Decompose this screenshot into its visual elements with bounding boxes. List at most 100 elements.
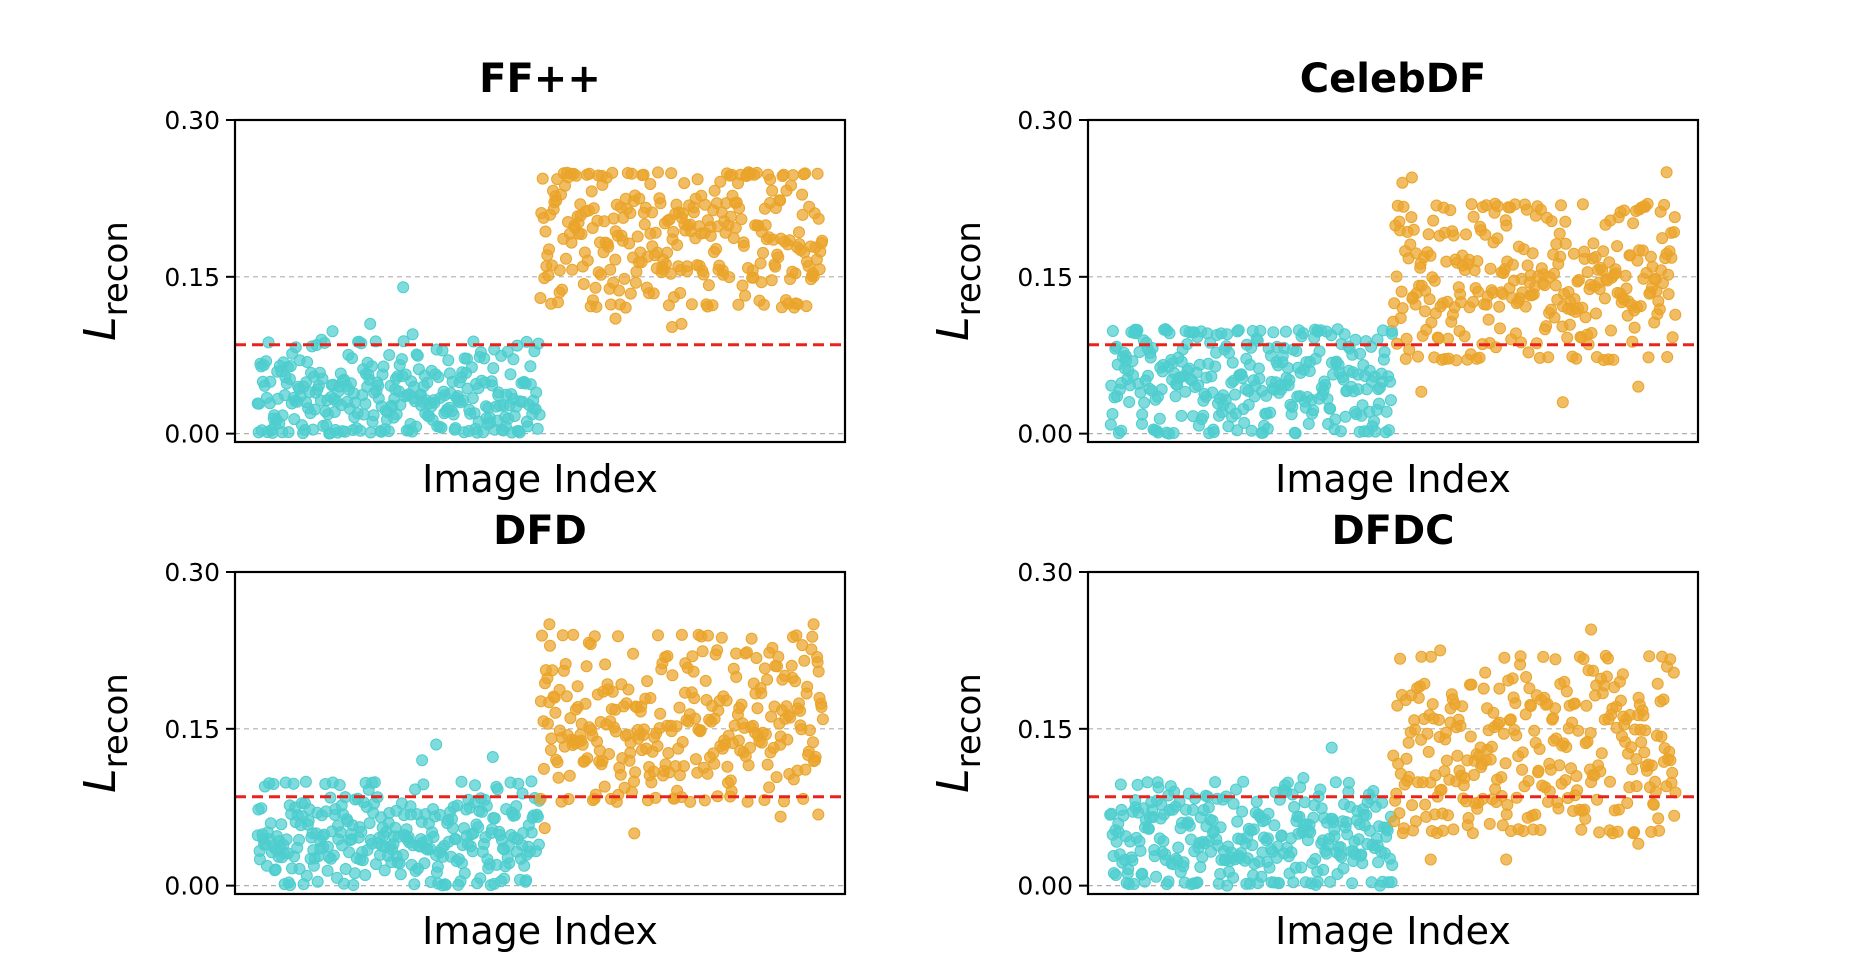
data-point [627, 647, 640, 660]
data-point [623, 237, 636, 250]
data-point [1141, 776, 1154, 789]
data-point [525, 775, 538, 788]
data-point [1126, 854, 1139, 867]
data-point [1439, 726, 1452, 739]
data-point [732, 298, 745, 311]
data-point [1547, 712, 1559, 725]
data-point [478, 352, 491, 365]
data-point [1645, 759, 1658, 772]
data-point [1440, 754, 1453, 767]
data-point [1384, 394, 1397, 407]
data-point [676, 736, 689, 748]
data-point [307, 423, 319, 436]
data-point [1554, 250, 1567, 263]
data-point [524, 378, 537, 391]
data-point [1479, 666, 1492, 679]
data-point [699, 674, 712, 687]
y-tick-label: 0.15 [164, 715, 220, 744]
data-point [588, 630, 601, 643]
data-point [1106, 408, 1119, 420]
data-point [1509, 327, 1522, 340]
data-point [638, 218, 651, 231]
data-point [624, 207, 637, 219]
data-point [736, 279, 749, 292]
data-point [466, 392, 479, 405]
data-point [534, 792, 547, 805]
data-point [702, 629, 714, 642]
data-point [631, 230, 644, 243]
data-point [1620, 282, 1633, 295]
data-point [431, 860, 444, 873]
data-point [1268, 819, 1281, 832]
y-axis-label: Lrecon [928, 673, 989, 793]
data-point [1456, 700, 1469, 713]
data-point [1604, 775, 1616, 788]
data-point [1409, 723, 1421, 736]
data-point [1626, 763, 1639, 776]
data-point [1304, 826, 1317, 839]
data-point [618, 272, 631, 285]
data-point [781, 733, 794, 746]
data-point [1467, 295, 1480, 308]
data-point [702, 279, 715, 292]
data-point [1484, 262, 1497, 275]
data-point [661, 246, 674, 259]
data-point [755, 276, 768, 289]
data-point [498, 872, 511, 885]
data-point [1229, 388, 1241, 401]
data-point [613, 284, 625, 297]
data-point [1407, 223, 1420, 236]
data-point [614, 768, 627, 781]
data-point [562, 793, 575, 805]
data-point [1519, 300, 1532, 313]
data-point [1636, 244, 1649, 257]
data-point [1523, 682, 1536, 695]
data-point [678, 177, 691, 190]
axes-frame [233, 118, 847, 444]
data-point [1286, 400, 1299, 413]
data-point [1264, 406, 1277, 419]
data-point [785, 179, 797, 192]
series-real [1104, 323, 1399, 440]
data-point [1334, 425, 1347, 438]
chart-title: FF++ [479, 56, 601, 102]
data-point [1207, 426, 1220, 439]
data-point [1227, 797, 1240, 810]
data-point [1611, 240, 1624, 253]
data-point [1619, 269, 1632, 282]
data-point [1246, 839, 1259, 852]
data-point [543, 243, 555, 256]
data-point [1465, 678, 1478, 691]
y-tick-label: 0.00 [1017, 872, 1073, 901]
data-point [1500, 219, 1513, 232]
data-point [652, 166, 664, 179]
data-point [1666, 331, 1679, 344]
data-point [435, 421, 448, 434]
data-point [1309, 853, 1322, 865]
x-axis-label: Image Index [1275, 909, 1511, 953]
data-point [1267, 326, 1280, 339]
data-point [585, 185, 598, 198]
data-point [1390, 270, 1403, 283]
data-point [1329, 776, 1342, 789]
y-tick-label: 0.30 [164, 558, 220, 587]
data-point [408, 878, 421, 891]
data-point [1514, 650, 1527, 663]
data-point [1209, 360, 1222, 373]
data-point [1580, 699, 1593, 712]
data-point [1136, 408, 1149, 421]
data-point [1393, 807, 1406, 820]
data-point [368, 776, 381, 789]
data-point [1177, 856, 1190, 869]
data-point [321, 864, 334, 877]
series-real [251, 281, 546, 440]
data-point [365, 360, 378, 373]
data-point [1576, 198, 1589, 211]
data-point [363, 817, 376, 830]
data-point [581, 752, 594, 765]
data-point [1587, 664, 1599, 677]
data-point [1105, 807, 1118, 820]
data-point [694, 724, 707, 737]
data-point [1522, 346, 1535, 359]
data-point [1175, 355, 1188, 368]
